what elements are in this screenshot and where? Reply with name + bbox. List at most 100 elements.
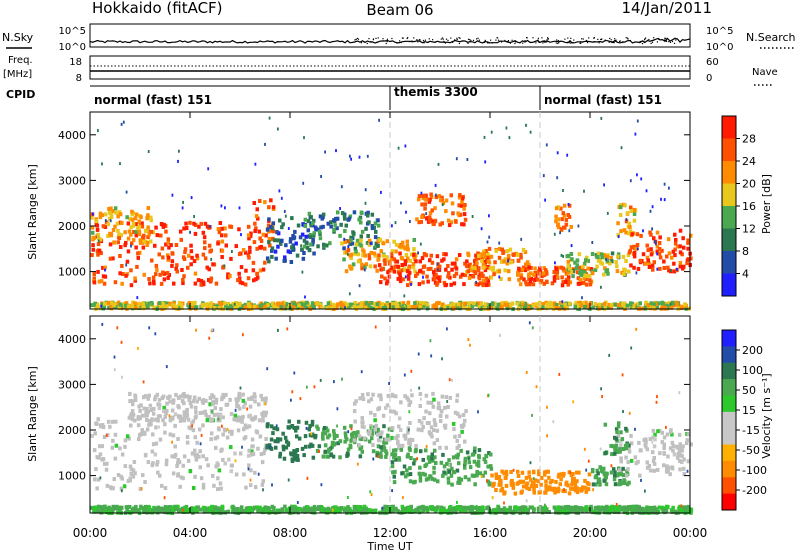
scatter-cell xyxy=(678,244,682,249)
scatter-cell xyxy=(253,470,257,475)
noise-cell xyxy=(468,457,470,461)
scatter-cell xyxy=(497,247,502,251)
scatter-cell xyxy=(466,253,471,258)
scatter-cell xyxy=(392,269,397,274)
scatter-cell xyxy=(477,276,482,281)
noise-cell xyxy=(121,375,123,379)
noise-cell xyxy=(336,407,339,411)
scatter-cell xyxy=(141,301,145,306)
scatter-cell xyxy=(500,247,504,252)
scatter-cell xyxy=(358,436,363,441)
scatter-cell xyxy=(410,304,414,309)
scatter-cell xyxy=(201,423,205,428)
scatter-cell xyxy=(139,504,143,509)
scatter-cell xyxy=(507,269,511,274)
noise-cell xyxy=(278,189,281,193)
scatter-cell xyxy=(619,456,623,461)
scatter-cell xyxy=(200,303,205,308)
noise-cell xyxy=(467,338,470,341)
scatter-cell xyxy=(216,463,220,468)
noise-cell xyxy=(120,489,123,493)
scatter-cell xyxy=(188,395,192,400)
noise-cell xyxy=(656,267,659,271)
scatter-cell xyxy=(403,246,407,251)
scatter-cell xyxy=(588,278,592,283)
scatter-cell xyxy=(661,508,665,513)
scatter-cell xyxy=(609,256,613,260)
noise-cell xyxy=(296,501,299,504)
scatter-cell xyxy=(429,192,433,197)
scatter-cell xyxy=(309,215,313,220)
scatter-cell xyxy=(428,211,433,216)
nsearch-point xyxy=(619,40,621,42)
scatter-cell xyxy=(595,468,599,473)
scatter-cell xyxy=(95,227,100,232)
scatter-cell xyxy=(272,305,276,310)
scatter-cell xyxy=(672,269,677,274)
scatter-cell xyxy=(574,505,578,510)
nsearch-point xyxy=(396,42,398,44)
scatter-cell xyxy=(678,467,682,472)
noise-cell xyxy=(211,328,214,332)
scatter-cell xyxy=(386,437,390,442)
scatter-cell xyxy=(445,414,449,419)
noise-cell xyxy=(663,198,666,202)
scatter-cell xyxy=(155,462,159,467)
scatter-cell xyxy=(235,404,239,409)
x-tick-label: 00:00 xyxy=(73,526,108,540)
scatter-cell xyxy=(343,431,348,436)
scatter-cell xyxy=(252,392,257,397)
scatter-cell xyxy=(242,472,246,477)
scatter-cell xyxy=(153,452,158,457)
scatter-cell xyxy=(389,506,394,511)
scatter-cell xyxy=(129,423,133,428)
scatter-cell xyxy=(96,236,101,241)
scatter-cell xyxy=(378,434,383,439)
scatter-cell xyxy=(664,504,669,509)
scatter-cell xyxy=(250,395,254,400)
scatter-cell xyxy=(412,238,416,242)
scatter-cell xyxy=(266,422,270,427)
noise-cell xyxy=(669,302,672,306)
noise-cell xyxy=(199,442,202,446)
scatter-cell xyxy=(525,260,530,265)
scatter-cell xyxy=(600,306,605,310)
scatter-cell xyxy=(467,460,471,465)
nsearch-point xyxy=(411,40,413,42)
nsearch-point xyxy=(666,40,668,42)
scatter-cell xyxy=(579,280,583,285)
scatter-cell xyxy=(331,454,336,459)
scatter-cell xyxy=(145,418,149,422)
scatter-cell xyxy=(164,242,168,247)
scatter-cell xyxy=(187,305,191,309)
scatter-cell xyxy=(178,414,183,419)
scatter-cell xyxy=(533,266,537,271)
scatter-cell xyxy=(555,506,560,511)
scatter-cell xyxy=(250,508,254,513)
noise-cell xyxy=(434,193,437,197)
scatter-cell xyxy=(162,405,166,410)
noise-cell xyxy=(570,244,573,248)
noise-cell xyxy=(182,200,184,204)
scatter-cell xyxy=(239,305,244,310)
colorbar-swatch xyxy=(722,273,736,297)
scatter-cell xyxy=(313,225,318,230)
scatter-cell xyxy=(405,468,409,473)
scatter-cell xyxy=(602,478,606,483)
scatter-cell xyxy=(541,305,545,310)
scatter-cell xyxy=(484,276,489,281)
scatter-cell xyxy=(269,198,273,203)
noise-cell xyxy=(640,177,643,181)
scatter-cell xyxy=(247,448,251,453)
scatter-cell xyxy=(377,263,382,268)
cpid-segment-label: normal (fast) 151 xyxy=(544,93,662,107)
scatter-cell xyxy=(527,474,531,479)
scatter-cell xyxy=(97,279,102,284)
nsearch-point xyxy=(614,38,616,40)
noise-cell xyxy=(101,322,104,326)
scatter-cell xyxy=(317,229,322,234)
scatter-cell xyxy=(175,269,179,274)
scatter-cell xyxy=(572,486,576,491)
scatter-cell xyxy=(671,505,675,510)
scatter-cell xyxy=(212,483,216,488)
